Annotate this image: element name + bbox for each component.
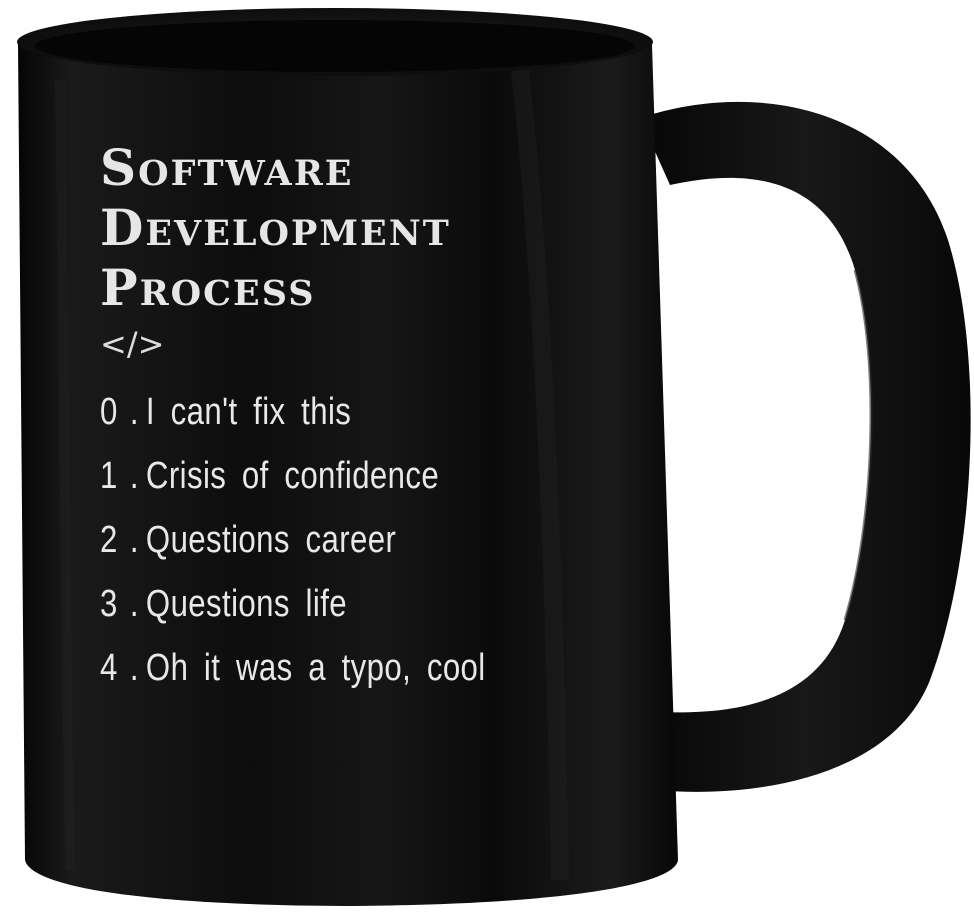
list-item: 4. Oh it was a typo, cool — [100, 636, 559, 700]
mug-handle — [640, 101, 971, 792]
list-item: 2. Questions career — [100, 508, 559, 572]
step-number: 3 — [100, 583, 118, 625]
step-text: Questions career — [145, 519, 397, 561]
step-number: 0 — [100, 391, 118, 433]
title-line-2: Development — [100, 198, 451, 257]
title-line-3: Process — [100, 258, 316, 317]
print-title: Software Development Process — [100, 138, 660, 318]
mug-body — [17, 8, 678, 906]
step-number: 4 — [100, 647, 118, 689]
list-item: 1. Crisis of confidence — [100, 444, 559, 508]
step-text: Crisis of confidence — [145, 455, 440, 497]
step-number: 1 — [100, 455, 118, 497]
mug-opening — [35, 20, 635, 72]
step-number: 2 — [100, 519, 118, 561]
title-line-1: Software — [100, 138, 354, 197]
step-text: Oh it was a typo, cool — [145, 647, 486, 689]
mug-print: Software Development Process </> 0. I ca… — [100, 138, 660, 700]
list-item: 3. Questions life — [100, 572, 559, 636]
list-item: 0. I can't fix this — [100, 380, 559, 444]
code-tag-symbol: </> — [100, 325, 165, 363]
step-text: I can't fix this — [145, 391, 352, 433]
step-text: Questions life — [145, 583, 348, 625]
process-steps-list: 0. I can't fix this 1. Crisis of confide… — [100, 380, 660, 700]
